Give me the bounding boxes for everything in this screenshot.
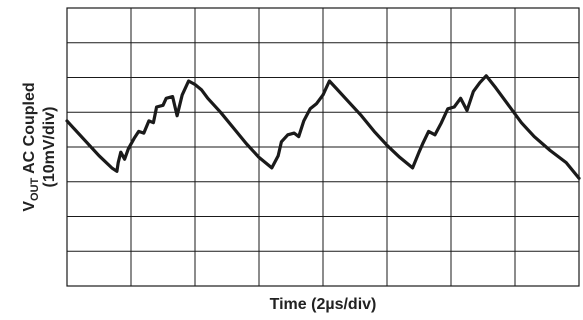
y-axis-label: VOUT AC Coupled (10mV/div) bbox=[21, 82, 58, 211]
y-axis-label-rest: AC Coupled bbox=[21, 82, 38, 177]
plot-frame bbox=[66, 7, 580, 287]
y-axis-label-main: V bbox=[21, 201, 38, 212]
y-axis-label-subscript: OUT bbox=[29, 177, 41, 201]
y-axis-label-line2: (10mV/div) bbox=[41, 107, 58, 188]
grid bbox=[67, 8, 579, 286]
svg-text:VOUT AC Coupled: VOUT AC Coupled bbox=[21, 82, 41, 211]
x-axis-label: Time (2µs/div) bbox=[270, 296, 377, 313]
series-trace bbox=[65, 74, 581, 180]
